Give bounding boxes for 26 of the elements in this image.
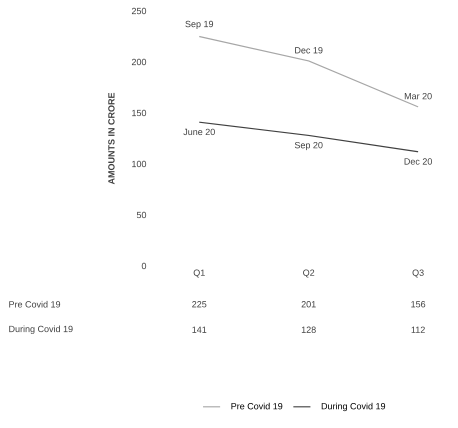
legend-label: Pre Covid 19 — [231, 402, 282, 410]
y-tick-label: 200 — [132, 58, 146, 66]
y-tick-label: 50 — [136, 212, 146, 218]
data-label: 201 — [302, 301, 316, 308]
annotation: Dec 19 — [295, 47, 322, 54]
annotation: Sep 20 — [294, 142, 323, 150]
legend-label: During Covid 19 — [322, 402, 386, 412]
y-tick-label: 0 — [142, 262, 146, 270]
x-tick-label: Q3 — [412, 270, 424, 278]
text: During Covid 19 — [9, 326, 73, 334]
data-label: 156 — [411, 301, 426, 308]
data-label: 141 — [192, 326, 206, 333]
y-tick-label: 150 — [132, 110, 146, 116]
y-axis-title: AMOUNTS IN CRORE — [108, 92, 115, 184]
x-tick-label: Q2 — [303, 270, 314, 278]
text: Pre Covid 19 — [9, 300, 60, 308]
y-tick-label: 100 — [132, 160, 146, 168]
data-label: 112 — [412, 326, 425, 333]
y-tick-label: 250 — [132, 8, 146, 14]
data-label: 128 — [302, 326, 316, 333]
annotation: Mar 20 — [404, 92, 432, 100]
x-tick-label: Q1 — [194, 270, 205, 278]
data-label: 225 — [192, 301, 206, 308]
annotation: June 20 — [183, 128, 215, 136]
annotation: Dec 20 — [404, 158, 432, 165]
annotation: Sep 19 — [185, 20, 214, 29]
